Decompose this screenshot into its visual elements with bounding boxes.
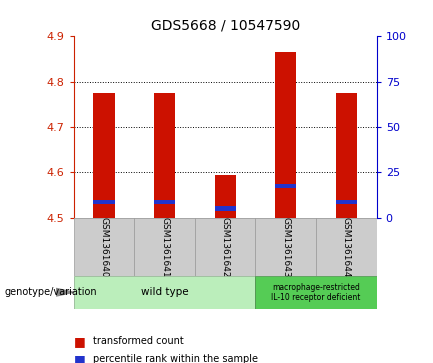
Text: percentile rank within the sample: percentile rank within the sample <box>93 354 258 363</box>
Bar <box>74 276 255 309</box>
Text: GSM1361644: GSM1361644 <box>342 217 351 277</box>
Text: macrophage-restricted
IL-10 receptor deficient: macrophage-restricted IL-10 receptor def… <box>271 282 361 302</box>
Title: GDS5668 / 10547590: GDS5668 / 10547590 <box>151 19 300 32</box>
Bar <box>336 200 357 204</box>
Bar <box>214 207 236 211</box>
Polygon shape <box>56 288 74 296</box>
Bar <box>94 200 114 204</box>
Text: ■: ■ <box>74 335 85 348</box>
Bar <box>94 93 114 218</box>
Bar <box>195 218 255 276</box>
Bar <box>74 218 134 276</box>
Text: GSM1361643: GSM1361643 <box>281 216 290 277</box>
Text: GSM1361640: GSM1361640 <box>100 216 108 277</box>
Bar <box>316 218 377 276</box>
Bar <box>154 93 175 218</box>
Text: transformed count: transformed count <box>93 336 184 346</box>
Text: GSM1361641: GSM1361641 <box>160 216 169 277</box>
Bar <box>134 218 195 276</box>
Bar <box>275 184 296 188</box>
Text: ■: ■ <box>74 353 85 363</box>
Bar <box>255 276 377 309</box>
Bar <box>336 93 357 218</box>
Bar <box>214 175 236 218</box>
Bar <box>275 52 296 218</box>
Bar <box>154 200 175 204</box>
Text: genotype/variation: genotype/variation <box>4 287 97 297</box>
Text: wild type: wild type <box>141 287 188 297</box>
Text: GSM1361642: GSM1361642 <box>221 217 229 277</box>
Bar <box>255 218 316 276</box>
